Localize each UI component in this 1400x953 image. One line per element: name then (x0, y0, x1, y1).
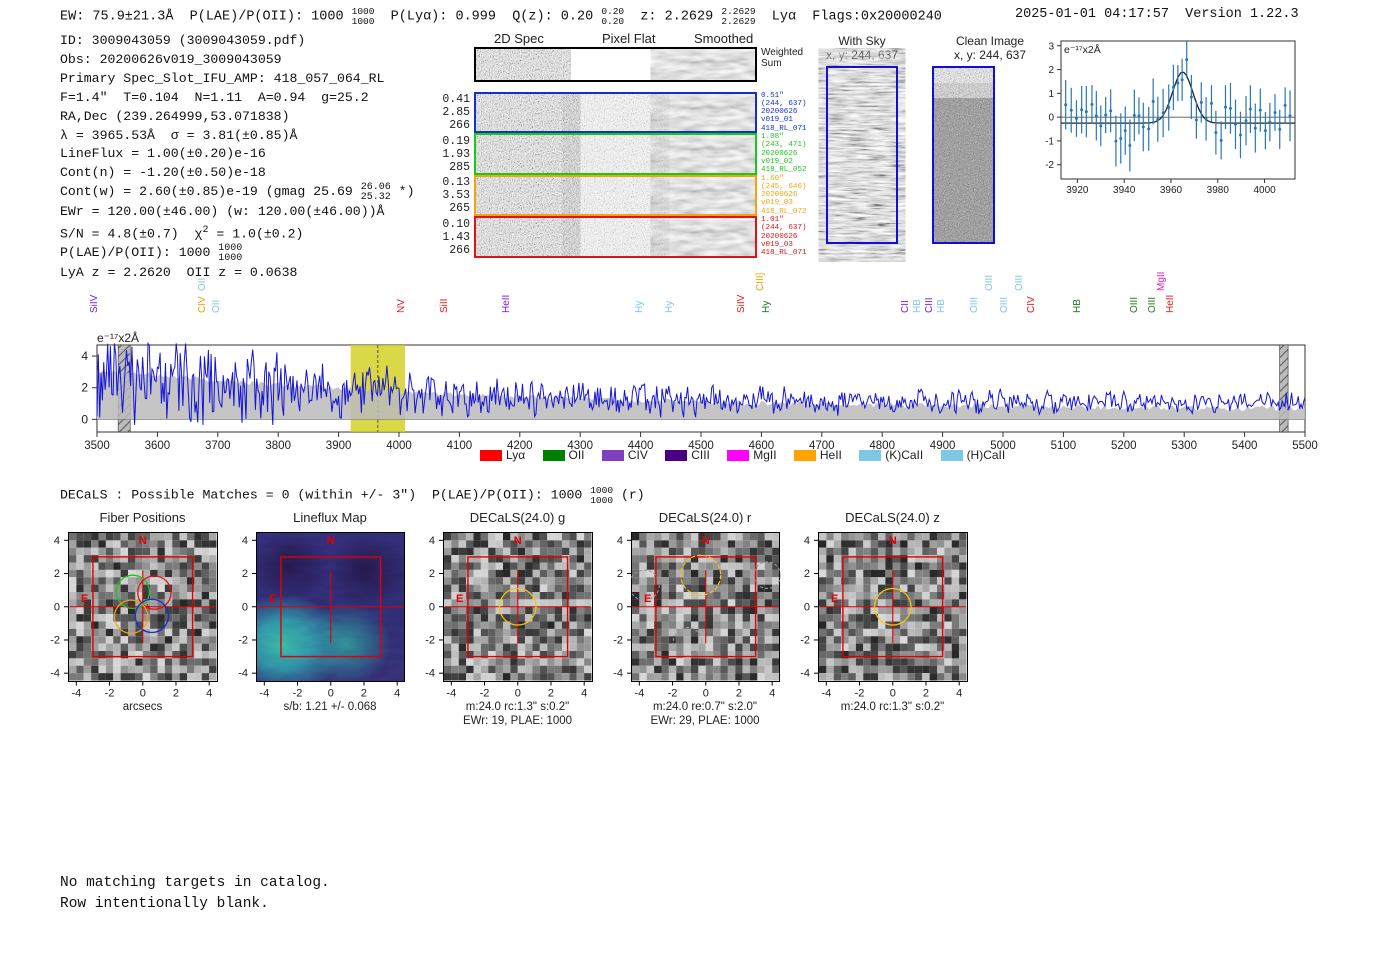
svg-text:4: 4 (769, 688, 775, 700)
svg-text:0: 0 (429, 601, 435, 613)
svg-text:0: 0 (616, 601, 622, 613)
svg-text:2: 2 (735, 688, 741, 700)
svg-text:0: 0 (702, 688, 708, 700)
svg-text:5500: 5500 (1292, 440, 1318, 452)
svg-text:0: 0 (890, 688, 896, 700)
svg-text:2: 2 (548, 688, 554, 700)
svg-text:-4: -4 (71, 688, 81, 700)
svg-text:2: 2 (54, 568, 60, 580)
svg-text:3900: 3900 (326, 440, 352, 452)
svg-text:0: 0 (515, 688, 521, 700)
svg-text:2: 2 (241, 568, 247, 580)
svg-text:2: 2 (1048, 65, 1054, 76)
svg-text:-1: -1 (1045, 136, 1054, 147)
svg-text:e⁻¹⁷x2Å: e⁻¹⁷x2Å (1064, 43, 1101, 56)
svg-text:0: 0 (54, 601, 60, 613)
svg-text:4: 4 (81, 349, 88, 363)
svg-text:0: 0 (804, 601, 810, 613)
svg-text:2: 2 (804, 568, 810, 580)
svg-text:4000: 4000 (1253, 185, 1276, 196)
svg-text:5400: 5400 (1232, 440, 1258, 452)
svg-text:5100: 5100 (1051, 440, 1077, 452)
svg-text:-2: -2 (238, 634, 248, 646)
svg-text:4: 4 (241, 535, 247, 547)
svg-text:4: 4 (54, 535, 60, 547)
svg-text:2: 2 (360, 688, 366, 700)
svg-text:4: 4 (206, 688, 212, 700)
svg-text:-4: -4 (259, 688, 269, 700)
svg-text:0: 0 (327, 688, 333, 700)
svg-text:2: 2 (429, 568, 435, 580)
svg-text:4: 4 (956, 688, 962, 700)
svg-text:3940: 3940 (1113, 185, 1136, 196)
svg-text:3500: 3500 (84, 440, 110, 452)
svg-text:-4: -4 (238, 668, 248, 680)
svg-text:-2: -2 (105, 688, 115, 700)
svg-text:4: 4 (581, 688, 587, 700)
svg-text:-4: -4 (425, 668, 435, 680)
svg-text:4: 4 (429, 535, 435, 547)
svg-text:-2: -2 (480, 688, 490, 700)
svg-text:2: 2 (616, 568, 622, 580)
svg-text:-2: -2 (50, 634, 60, 646)
svg-text:5200: 5200 (1111, 440, 1137, 452)
svg-text:5300: 5300 (1171, 440, 1197, 452)
svg-text:-2: -2 (800, 634, 810, 646)
svg-text:-4: -4 (800, 668, 810, 680)
svg-text:4100: 4100 (447, 440, 473, 452)
svg-text:-4: -4 (50, 668, 60, 680)
svg-text:-4: -4 (613, 668, 623, 680)
svg-text:0: 0 (1048, 113, 1054, 124)
svg-text:3: 3 (1048, 41, 1054, 52)
svg-text:3800: 3800 (265, 440, 291, 452)
svg-text:3920: 3920 (1066, 185, 1089, 196)
svg-text:3960: 3960 (1160, 185, 1183, 196)
svg-text:4: 4 (616, 535, 622, 547)
svg-text:2: 2 (81, 381, 88, 395)
svg-text:4: 4 (394, 688, 400, 700)
svg-text:1: 1 (1048, 89, 1054, 100)
svg-text:0: 0 (140, 688, 146, 700)
svg-text:-2: -2 (613, 634, 623, 646)
svg-text:4000: 4000 (386, 440, 412, 452)
svg-text:2: 2 (923, 688, 929, 700)
svg-text:-2: -2 (855, 688, 865, 700)
svg-text:-2: -2 (425, 634, 435, 646)
svg-text:-4: -4 (634, 688, 644, 700)
svg-text:-4: -4 (446, 688, 456, 700)
svg-text:4: 4 (804, 535, 810, 547)
svg-text:0: 0 (241, 601, 247, 613)
svg-text:3600: 3600 (145, 440, 171, 452)
svg-text:-2: -2 (292, 688, 302, 700)
svg-text:3980: 3980 (1207, 185, 1230, 196)
svg-text:0: 0 (81, 412, 88, 426)
svg-text:-2: -2 (1045, 160, 1054, 171)
svg-text:-4: -4 (821, 688, 831, 700)
svg-text:2: 2 (173, 688, 179, 700)
svg-text:3700: 3700 (205, 440, 231, 452)
svg-text:-2: -2 (667, 688, 677, 700)
